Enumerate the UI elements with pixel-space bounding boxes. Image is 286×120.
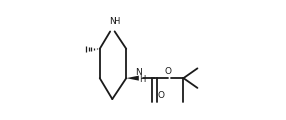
Text: N: N (136, 68, 142, 77)
Text: O: O (158, 91, 165, 100)
Text: O: O (165, 67, 172, 76)
Text: N: N (109, 17, 116, 26)
Text: H: H (140, 75, 146, 84)
Polygon shape (126, 76, 139, 81)
Text: H: H (113, 17, 120, 26)
